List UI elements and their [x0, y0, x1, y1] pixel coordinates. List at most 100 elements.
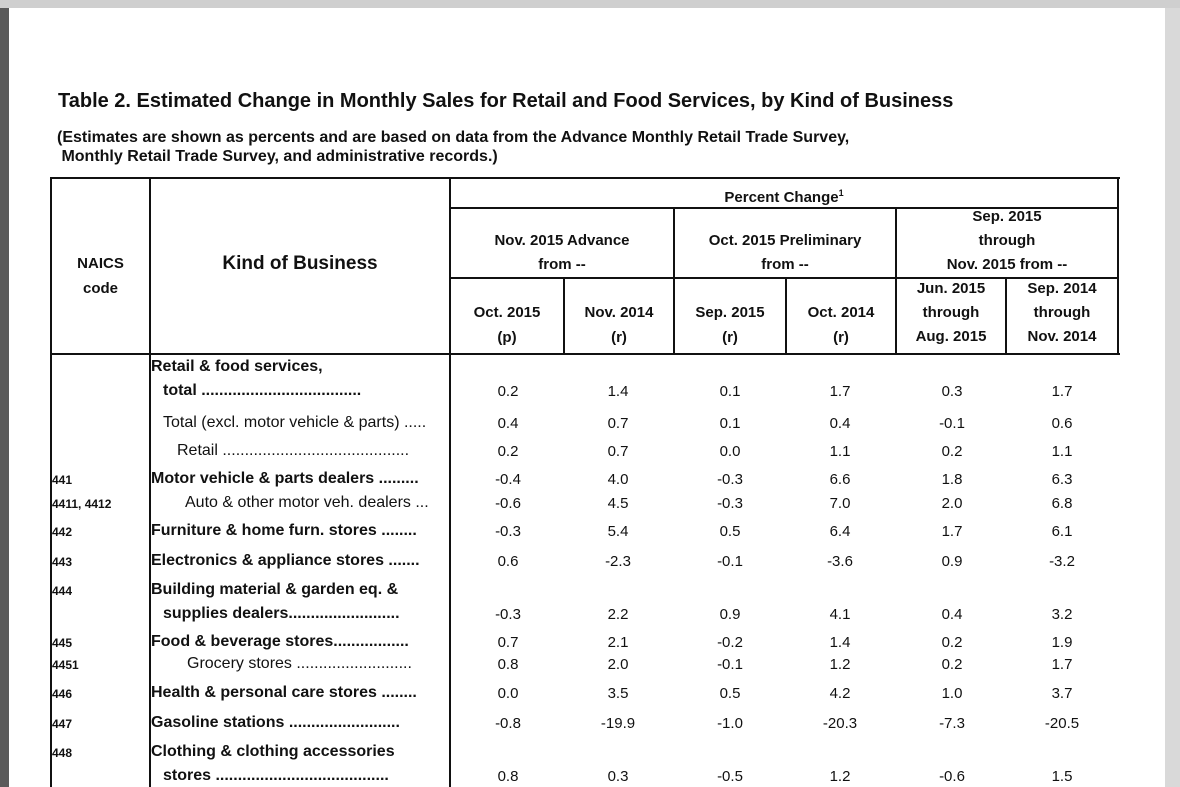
kind-of-business-label: Furniture & home furn. stores ........ [151, 522, 417, 539]
value-cell: -0.3 [717, 471, 743, 488]
group2-border [895, 207, 897, 355]
table-left-border [50, 177, 52, 787]
value-cell: 0.2 [941, 634, 963, 651]
value-cell: -0.1 [939, 415, 965, 432]
value-cell: 1.8 [941, 471, 963, 488]
kind-of-business-label: Electronics & appliance stores ....... [151, 552, 420, 569]
percent-change-divider [450, 207, 1118, 209]
col3-header-line2: (r) [722, 329, 738, 346]
kind-of-business-label: Gasoline stations ......................… [151, 714, 400, 731]
value-cell: 0.1 [719, 415, 741, 432]
naics-header-code: code [82, 280, 118, 297]
group3-header-line3: Nov. 2015 from -- [946, 256, 1068, 273]
value-cell: -0.3 [495, 606, 521, 623]
value-cell: 0.8 [497, 656, 519, 673]
group3-header-line1: Sep. 2015 [972, 208, 1042, 225]
value-cell: 2.0 [941, 495, 963, 512]
value-cell: -3.2 [1049, 553, 1075, 570]
naics-code: 441 [52, 473, 73, 487]
value-cell: 0.1 [719, 383, 741, 400]
naics-column-border [149, 177, 151, 787]
value-cell: -0.6 [495, 495, 521, 512]
value-cell: 1.2 [829, 768, 851, 785]
kind-column-border [449, 177, 451, 787]
table-subtitle-line1: (Estimates are shown as percents and are… [57, 129, 850, 146]
value-cell: 1.0 [941, 685, 963, 702]
kind-of-business-label: Total (excl. motor vehicle & parts) ....… [163, 414, 427, 431]
value-cell: 0.4 [829, 415, 851, 432]
value-cell: 0.7 [497, 634, 519, 651]
value-cell: 0.4 [497, 415, 519, 432]
header-bottom-border [50, 353, 1120, 355]
value-cell: -0.3 [717, 495, 743, 512]
value-cell: 1.7 [1051, 383, 1073, 400]
value-cell: 0.6 [497, 553, 519, 570]
value-cell: 6.1 [1051, 523, 1073, 540]
group2-header-line2: from -- [761, 256, 809, 273]
kind-of-business-label-cont: stores .................................… [163, 767, 389, 784]
viewer-right-edge [1165, 8, 1180, 787]
value-cell: 6.8 [1051, 495, 1073, 512]
value-cell: 1.1 [1051, 443, 1073, 460]
col1-header-line2: (p) [497, 329, 517, 346]
value-cell: 0.7 [607, 415, 629, 432]
value-cell: 6.4 [829, 523, 851, 540]
col5-header-line3: Aug. 2015 [915, 328, 987, 345]
col2-header-line2: (r) [611, 329, 627, 346]
value-cell: 4.1 [829, 606, 851, 623]
document-page: Table 2. Estimated Change in Monthly Sal… [9, 8, 1165, 787]
value-cell: -1.0 [717, 715, 743, 732]
value-cell: 0.0 [497, 685, 519, 702]
naics-code: 4451 [52, 658, 79, 672]
value-cell: 1.9 [1051, 634, 1073, 651]
percent-change-header: Percent Change1 [724, 188, 844, 206]
group2-header-line1: Oct. 2015 Preliminary [708, 232, 862, 249]
value-cell: 0.8 [497, 768, 519, 785]
value-cell: 2.0 [607, 656, 629, 673]
kind-of-business-label: Retail .................................… [177, 442, 410, 459]
col4-header-line2: (r) [833, 329, 849, 346]
col6-header-line2: through [1033, 304, 1091, 321]
kind-of-business-label: Motor vehicle & parts dealers ......... [151, 470, 419, 487]
col1-border [563, 277, 565, 355]
subheader-divider [450, 277, 1118, 279]
kind-of-business-label: Grocery stores .........................… [187, 655, 412, 672]
value-cell: -0.6 [939, 768, 965, 785]
value-cell: 1.2 [829, 656, 851, 673]
table-top-border [50, 177, 1120, 179]
value-cell: 0.0 [719, 443, 741, 460]
value-cell: 4.5 [607, 495, 629, 512]
value-cell: -0.8 [495, 715, 521, 732]
value-cell: -19.9 [600, 715, 636, 732]
kind-of-business-label: Health & personal care stores ........ [151, 684, 417, 701]
value-cell: -0.1 [717, 553, 743, 570]
naics-code: 445 [52, 636, 73, 650]
naics-code: 448 [52, 746, 73, 760]
kind-of-business-label: Building material & garden eq. & [151, 581, 399, 598]
col6-header-line3: Nov. 2014 [1027, 328, 1097, 345]
naics-code: 443 [52, 555, 73, 569]
value-cell: 3.5 [607, 685, 629, 702]
naics-code: 444 [52, 584, 73, 598]
kind-of-business-label: Auto & other motor veh. dealers ... [185, 494, 429, 511]
value-cell: 3.2 [1051, 606, 1073, 623]
value-cell: -0.3 [495, 523, 521, 540]
table-title: Table 2. Estimated Change in Monthly Sal… [58, 90, 954, 112]
viewer-left-edge [0, 8, 9, 787]
value-cell: 7.0 [829, 495, 851, 512]
value-cell: 1.4 [607, 383, 629, 400]
kind-of-business-label: Food & beverage stores................. [151, 633, 409, 650]
kind-of-business-label-cont: supplies dealers........................… [163, 605, 400, 622]
naics-code: 4411, 4412 [52, 497, 112, 511]
value-cell: 0.9 [719, 606, 741, 623]
value-cell: 0.4 [941, 606, 963, 623]
group1-border [673, 207, 675, 355]
value-cell: -3.6 [827, 553, 853, 570]
value-cell: -0.1 [717, 656, 743, 673]
value-cell: 0.3 [607, 768, 629, 785]
viewer-top-edge [0, 0, 1180, 8]
value-cell: 0.5 [719, 685, 741, 702]
col5-header-line2: through [922, 304, 980, 321]
value-cell: 0.9 [941, 553, 963, 570]
group3-header-line2: through [978, 232, 1036, 249]
